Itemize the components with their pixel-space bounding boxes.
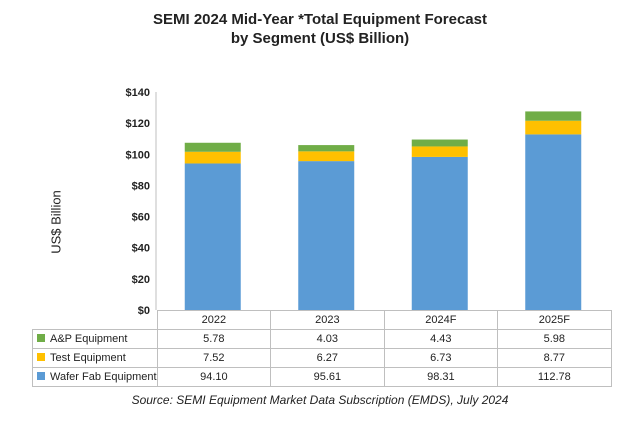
data-value: 6.27 — [270, 348, 385, 368]
data-value: 7.52 — [156, 348, 272, 368]
bar-test-equipment-2024f — [411, 146, 468, 157]
chart-title-line-1: SEMI 2024 Mid-Year *Total Equipment Fore… — [153, 11, 487, 28]
y-tick-label: $140 — [126, 87, 150, 99]
table-row: Wafer Fab Equipment 94.10 95.61 98.31 112.78 — [32, 367, 612, 387]
bar-a-p-equipment-2022 — [184, 142, 241, 152]
data-table: 2022 2023 2024F 2025F A&P Equipment 5.78 4.03 4… — [32, 310, 612, 387]
y-tick-label: $120 — [126, 118, 150, 130]
y-tick-label: $100 — [126, 149, 150, 161]
bar-test-equipment-2025f — [525, 120, 582, 135]
data-value: 4.43 — [383, 329, 499, 349]
y-tick-label: $20 — [132, 274, 150, 286]
chart-title-line-2: by Segment (US$ Billion) — [230, 30, 410, 47]
data-value: 4.03 — [270, 329, 385, 349]
x-tick-label: 2025F — [497, 310, 612, 330]
bar-a-p-equipment-2025f — [525, 111, 582, 121]
data-value: 8.77 — [497, 348, 612, 368]
bar-wafer-fab-equipment-2023 — [298, 161, 355, 310]
y-tick-label: $40 — [132, 243, 150, 255]
x-tick-label: 2023 — [270, 310, 385, 330]
bar-wafer-fab-equipment-2025f — [525, 134, 582, 310]
category-row: 2022 2023 2024F 2025F — [32, 310, 612, 330]
bar-a-p-equipment-2023 — [298, 145, 355, 152]
x-tick-label: 2022 — [156, 310, 272, 330]
legend-entry: A&P Equipment — [32, 329, 158, 349]
bar-test-equipment-2022 — [184, 151, 241, 164]
x-tick-label: 2024F — [383, 310, 499, 330]
legend-swatch — [37, 372, 45, 381]
y-tick-label: $80 — [132, 180, 150, 192]
bar-wafer-fab-equipment-2022 — [184, 163, 241, 310]
data-value: 5.78 — [156, 329, 272, 349]
bar-a-p-equipment-2024f — [411, 139, 468, 147]
legend-entry: Wafer Fab Equipment — [32, 367, 158, 387]
y-tick-label: $60 — [132, 212, 150, 224]
bar-test-equipment-2023 — [298, 151, 355, 162]
legend-label: Test Equipment — [50, 352, 126, 364]
legend-entry: Test Equipment — [32, 348, 158, 368]
table-row: A&P Equipment 5.78 4.03 4.43 5.98 — [32, 329, 612, 349]
legend-label: A&P Equipment — [50, 333, 128, 345]
bar-wafer-fab-equipment-2024f — [411, 156, 468, 310]
data-value: 5.98 — [497, 329, 612, 349]
table-corner — [32, 310, 158, 330]
legend-swatch — [37, 334, 45, 343]
legend-label: Wafer Fab Equipment — [50, 371, 157, 383]
data-value: 6.73 — [383, 348, 499, 368]
data-value: 95.61 — [270, 367, 385, 387]
data-value: 98.31 — [383, 367, 499, 387]
legend-swatch — [37, 353, 45, 362]
chart-title: SEMI 2024 Mid-Year *Total Equipment Fore… — [0, 10, 640, 48]
data-value: 112.78 — [497, 367, 612, 387]
source-note: Source: SEMI Equipment Market Data Subsc… — [131, 393, 509, 407]
data-value: 94.10 — [156, 367, 272, 387]
table-row: Test Equipment 7.52 6.27 6.73 8.77 — [32, 348, 612, 368]
